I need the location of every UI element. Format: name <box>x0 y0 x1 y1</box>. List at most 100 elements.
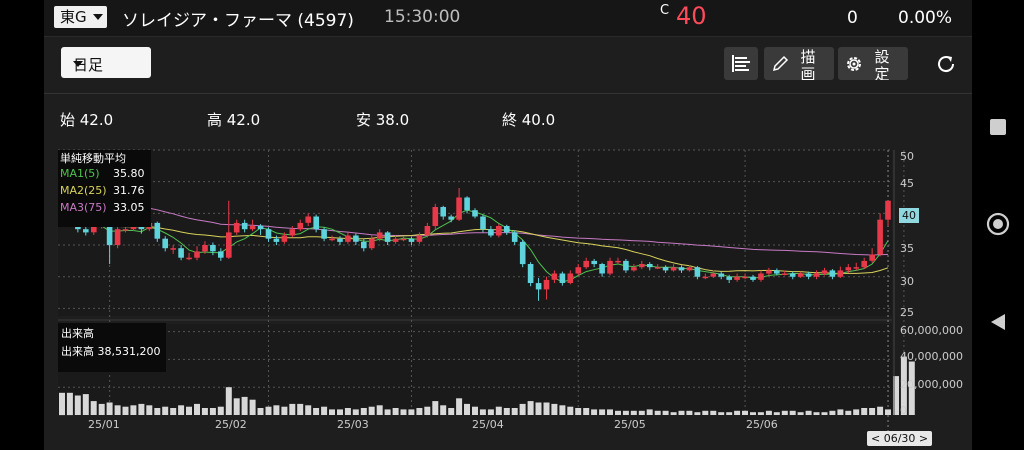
volume-bar <box>217 406 224 415</box>
candle-body <box>527 264 534 283</box>
volume-bar <box>448 408 455 415</box>
candle-body <box>789 273 796 277</box>
candle-body <box>178 248 184 258</box>
candle-body <box>122 229 129 231</box>
candle-body <box>297 222 304 230</box>
candle-body <box>154 222 161 239</box>
ma-legend-row: MA3(75) 33.05 <box>60 201 145 214</box>
candle-body <box>670 267 677 271</box>
volume-bar <box>893 376 899 415</box>
settings-button[interactable]: 設定 <box>838 47 908 80</box>
candle-body <box>718 273 724 277</box>
volume-bar <box>726 412 733 415</box>
volume-bar <box>392 408 399 415</box>
candle-body <box>226 232 232 258</box>
volume-bar <box>178 405 185 415</box>
candle-body <box>432 207 439 226</box>
candle-body <box>742 276 748 279</box>
candle-body <box>631 267 637 271</box>
price-tick-label: 50 <box>900 150 914 163</box>
recent-apps-button[interactable] <box>986 115 1010 139</box>
volume-value: 38,531,200 <box>97 345 161 358</box>
candle-body <box>408 238 415 242</box>
candle-body <box>805 273 812 277</box>
volume-bar <box>472 406 478 415</box>
candle-body <box>106 222 113 246</box>
candle-body <box>599 264 605 274</box>
system-navigation-bar <box>972 0 1024 450</box>
stock-name: ソレイジア・ファーマ (4597) <box>122 11 354 31</box>
indicator-list-button[interactable] <box>724 47 758 80</box>
volume-bar <box>424 406 431 415</box>
candle-body <box>321 229 327 239</box>
ohlc-close: 終 40.0 <box>502 111 556 129</box>
volume-bar <box>853 409 860 415</box>
volume-bar <box>495 406 502 415</box>
volume-bar <box>900 356 907 415</box>
volume-bar <box>551 403 558 415</box>
volume-bar <box>456 398 463 415</box>
candle-body <box>607 260 613 274</box>
draw-button[interactable]: 描画 <box>764 47 834 80</box>
candle-body <box>575 267 582 274</box>
volume-bar <box>607 409 613 415</box>
candle-body <box>289 229 296 236</box>
volume-bar <box>59 392 65 416</box>
volume-bar <box>638 410 645 415</box>
volume-bar <box>146 405 153 415</box>
volume-bar <box>543 402 550 415</box>
volume-bar <box>130 405 137 415</box>
volume-bar <box>273 405 280 415</box>
volume-bar <box>686 410 693 415</box>
candle-body <box>511 232 518 242</box>
ohlc-low: 安 38.0 <box>356 111 410 129</box>
volume-bar <box>877 406 884 415</box>
stock-header: 東G ソレイジア・ファーマ (4597) 15:30:00 C 40 0 0.0… <box>44 0 972 37</box>
volume-bar <box>670 412 677 415</box>
volume-bar <box>194 403 200 415</box>
home-button[interactable] <box>986 212 1010 236</box>
candle-body <box>750 276 756 280</box>
market-label: 東G <box>60 8 87 26</box>
candle-body <box>829 270 836 277</box>
price-tick-label: 45 <box>900 177 914 190</box>
volume-bar <box>233 398 240 415</box>
candle-body <box>782 273 788 275</box>
price-tick-label: 35 <box>900 242 914 255</box>
volume-plot-area <box>58 324 892 415</box>
candle-body <box>885 200 891 220</box>
moving-average-line <box>61 206 889 274</box>
stock-time: 15:30:00 <box>384 7 461 27</box>
date-tick-label: 25/02 <box>215 418 247 431</box>
volume-bar <box>90 401 97 415</box>
settings-label: 設定 <box>874 48 890 81</box>
ma-legend-row: MA2(25) 31.76 <box>60 184 145 197</box>
market-selector[interactable]: 東G <box>54 6 107 28</box>
price-chart[interactable] <box>44 0 972 450</box>
volume-bar <box>813 412 820 415</box>
volume-bar <box>527 401 534 415</box>
ma-legend-value: 31.76 <box>113 184 145 197</box>
volume-bar <box>66 392 73 416</box>
refresh-icon[interactable] <box>934 52 958 76</box>
volume-bar <box>186 406 192 415</box>
volume-bar <box>408 409 415 415</box>
candle-body <box>488 229 494 236</box>
candle-body <box>329 238 335 241</box>
ma-legend-title: 単純移動平均 <box>60 152 126 165</box>
candle-body <box>496 226 502 236</box>
volume-bar <box>162 406 169 415</box>
volume-bar <box>908 361 915 415</box>
period-selector[interactable]: 日足 <box>61 47 151 78</box>
back-button[interactable] <box>986 310 1010 334</box>
date-tick-label: 25/05 <box>614 418 646 431</box>
price-mark: C <box>660 3 670 18</box>
candle-body <box>559 273 566 283</box>
candle-body <box>257 226 264 230</box>
date-cursor-tag[interactable]: < 06/30 > <box>867 431 933 446</box>
candle-body <box>83 229 89 233</box>
volume-bar <box>114 405 121 415</box>
candle-body <box>821 270 828 274</box>
volume-bar <box>789 410 796 415</box>
candle-body <box>313 216 319 230</box>
